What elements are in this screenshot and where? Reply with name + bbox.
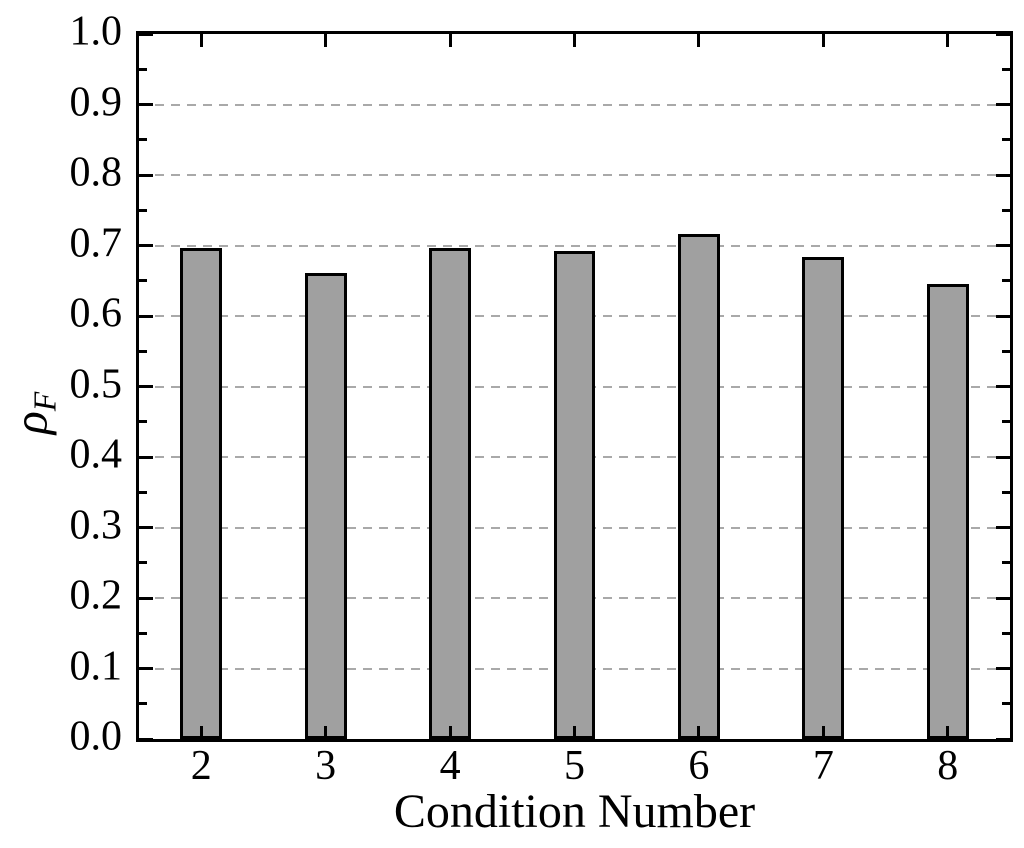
y-minor-tick-left-0.45 [139,420,147,424]
bar-condition-2 [180,247,223,739]
bar-condition-4 [429,247,471,739]
y-major-tick-right-1.0 [996,32,1010,36]
gridline-0.9 [139,103,1010,106]
y-tick-label-0.2: 0.2 [69,572,123,619]
bar-condition-8 [926,284,969,739]
x-tick-label-8: 8 [937,743,959,789]
x-tick-bottom-4 [448,726,452,739]
x-tick-label-4: 4 [439,743,461,789]
x-tick-bottom-6 [697,726,701,739]
x-tick-label-2: 2 [190,743,212,789]
y-minor-tick-left-0.35 [139,490,147,494]
y-major-tick-right-0.1 [996,667,1010,670]
x-tick-label-6: 6 [688,743,710,789]
y-major-tick-right-0.4 [996,455,1010,459]
x-tick-top-7 [821,34,825,47]
y-minor-tick-left-0.05 [139,702,147,706]
bar-condition-3 [304,273,347,739]
y-minor-tick-right-0.15 [1002,631,1010,635]
x-axis-label: Condition Number [393,785,756,838]
x-tick-label-7: 7 [812,743,834,789]
y-major-tick-right-0.3 [996,526,1010,529]
y-minor-tick-right-0.75 [1002,208,1010,212]
y-major-tick-right-0.0 [996,737,1010,741]
y-major-tick-left-0.3 [139,526,153,529]
x-tick-bottom-7 [821,726,825,739]
y-tick-label-0.8: 0.8 [69,149,123,196]
y-tick-label-0.0: 0.0 [69,713,123,760]
x-tick-bottom-8 [946,726,950,739]
bar-condition-5 [553,251,596,739]
y-major-tick-right-0.7 [996,244,1010,247]
y-major-tick-right-0.2 [996,596,1010,600]
x-tick-top-3 [324,34,328,47]
y-major-tick-left-0.2 [139,596,153,600]
y-major-tick-left-0.0 [139,737,153,741]
y-minor-tick-left-0.85 [139,138,147,142]
bar-condition-6 [678,233,720,739]
y-tick-label-0.4: 0.4 [69,431,123,478]
y-major-tick-right-0.5 [996,385,1010,388]
y-minor-tick-left-0.75 [139,208,147,212]
x-tick-top-6 [697,34,701,47]
x-tick-bottom-5 [573,726,576,739]
y-tick-label-0.9: 0.9 [69,78,123,125]
x-tick-top-8 [946,34,950,47]
y-tick-label-0.7: 0.7 [69,219,123,266]
x-tick-top-2 [199,34,203,47]
y-minor-tick-right-0.95 [1002,67,1010,71]
y-tick-label-0.5: 0.5 [69,360,123,407]
y-minor-tick-right-0.35 [1002,490,1010,494]
y-minor-tick-left-0.95 [139,67,147,71]
x-tick-label-5: 5 [564,743,585,789]
y-tick-label-1.0: 1.0 [69,8,123,55]
y-axis-label-symbol: ρ [4,411,58,435]
y-major-tick-left-0.8 [139,173,153,177]
y-major-tick-left-0.1 [139,667,153,670]
y-minor-tick-right-0.05 [1002,702,1010,706]
x-tick-top-5 [573,34,576,47]
y-tick-label-0.3: 0.3 [69,501,123,548]
y-major-tick-right-0.9 [996,103,1010,106]
y-major-tick-left-0.6 [139,314,153,318]
y-minor-tick-right-0.65 [1002,279,1010,283]
x-tick-bottom-3 [324,726,328,739]
x-tick-label-3: 3 [315,743,337,789]
y-minor-tick-right-0.85 [1002,138,1010,142]
y-minor-tick-left-0.65 [139,279,147,283]
gridline-0.7 [139,244,1010,247]
x-tick-bottom-2 [199,726,203,739]
y-tick-label-0.1: 0.1 [69,642,123,689]
y-minor-tick-left-0.25 [139,561,147,565]
y-minor-tick-right-0.25 [1002,561,1010,565]
y-major-tick-left-0.9 [139,103,153,106]
y-major-tick-left-1.0 [139,32,153,36]
y-major-tick-right-0.8 [996,173,1010,177]
y-major-tick-left-0.7 [139,244,153,247]
y-minor-tick-left-0.15 [139,631,147,635]
y-minor-tick-right-0.55 [1002,349,1010,353]
gridline-0.8 [139,174,1010,176]
y-major-tick-left-0.4 [139,455,153,459]
y-major-tick-right-0.6 [996,314,1010,318]
x-tick-top-4 [448,34,452,47]
y-minor-tick-left-0.55 [139,349,147,353]
y-tick-label-0.6: 0.6 [69,290,123,337]
plot-area [136,31,1013,742]
bar-condition-7 [802,256,845,739]
y-minor-tick-right-0.45 [1002,420,1010,424]
y-major-tick-left-0.5 [139,385,153,388]
